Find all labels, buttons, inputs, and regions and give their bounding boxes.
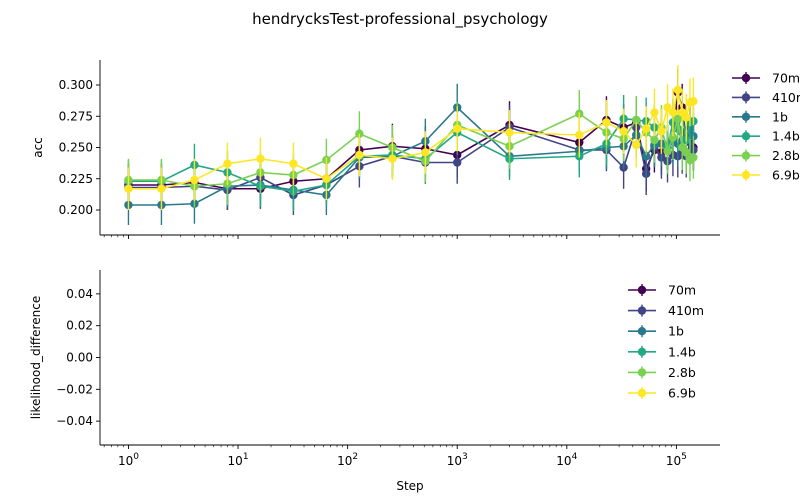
legend-marker (637, 306, 647, 315)
legend-marker (637, 285, 647, 295)
y-tick-label: −0.04 (56, 414, 93, 428)
x-tick-label: 100 (118, 452, 139, 468)
legend-label: 6.9b (668, 386, 696, 401)
data-point (650, 108, 659, 117)
data-point (453, 124, 462, 133)
data-point (505, 128, 514, 137)
legend-label: 70m (772, 71, 800, 86)
data-point (641, 152, 651, 161)
legend-label: 1.4b (772, 129, 800, 144)
data-point (673, 85, 682, 95)
legend-marker (741, 93, 751, 102)
legend-marker (637, 347, 647, 356)
likelihood-difference-panel: −0.04 −0.02 0.00 0.02 0.04 100 101 102 103 104 105… (29, 270, 720, 493)
x-tick-label: 103 (447, 452, 468, 468)
series-6.9b (124, 65, 698, 210)
data-point (619, 127, 628, 136)
data-point (689, 153, 698, 162)
data-point (355, 150, 364, 160)
data-point (632, 115, 641, 125)
y-tick-label: 0.200 (59, 203, 93, 217)
y-tick-label: 0.00 (66, 351, 93, 365)
data-point (641, 124, 651, 133)
series-2.8b (124, 90, 698, 208)
data-point (421, 148, 430, 157)
data-point (632, 140, 641, 150)
data-point (682, 148, 691, 157)
legend-label: 70m (668, 283, 696, 298)
legend-marker (741, 112, 751, 122)
data-point (453, 158, 462, 167)
legend-label: 2.8b (668, 365, 696, 380)
x-tick-label: 105 (666, 452, 687, 468)
legend-marker (637, 368, 647, 377)
data-point (388, 154, 397, 163)
y-tick-label: −0.02 (56, 382, 93, 396)
y-tick-label: 0.300 (59, 78, 93, 92)
data-point (602, 118, 611, 127)
legend-marker (741, 132, 751, 141)
data-point (650, 135, 659, 145)
legend-label: 410m (668, 303, 704, 318)
data-point (668, 133, 678, 142)
legend: 70m 410m 1b 1.4b 2.8b 6.9b (628, 283, 704, 401)
x-tick-label: 102 (337, 452, 358, 468)
data-point (673, 114, 682, 123)
data-point (124, 184, 133, 193)
x-tick-label: 101 (228, 452, 249, 468)
data-point (668, 108, 678, 117)
data-point (223, 159, 232, 168)
data-point (190, 175, 199, 185)
legend: 70m 410m 1b 1.4b 2.8b 6.9b (732, 71, 800, 183)
legend-marker (741, 73, 751, 83)
y-tick-label: 0.04 (66, 287, 93, 301)
x-tick-label: 104 (556, 452, 577, 468)
y-tick-label: 0.275 (59, 109, 93, 123)
x-axis-label: Step (396, 479, 423, 493)
data-point (663, 147, 672, 156)
legend-marker (741, 170, 751, 180)
legend-label: 6.9b (772, 168, 800, 183)
y-axis-label: acc (31, 137, 45, 158)
data-point (663, 103, 672, 112)
data-point (322, 174, 331, 183)
legend-label: 1b (668, 324, 684, 339)
legend-marker (637, 388, 647, 398)
data-point (689, 97, 698, 106)
data-point (289, 159, 298, 168)
legend-marker (637, 327, 647, 336)
y-tick-label: 0.02 (66, 319, 93, 333)
acc-panel: 0.200 0.225 0.250 0.275 0.300 acc 70m 410m 1b 1.4… (31, 60, 800, 239)
data-point (256, 154, 265, 163)
series-1.4b (124, 91, 698, 212)
legend-label: 1b (772, 109, 788, 124)
legend-marker (741, 151, 751, 160)
legend-label: 410m (772, 90, 800, 105)
y-tick-label: 0.250 (59, 141, 93, 155)
data-point (575, 130, 584, 140)
y-tick-label: 0.225 (59, 172, 93, 186)
data-point (657, 127, 666, 136)
figure-title: hendrycksTest-professional_psychology (252, 10, 548, 29)
legend-label: 2.8b (772, 148, 800, 163)
legend-label: 1.4b (668, 344, 696, 359)
data-point (157, 184, 166, 193)
y-axis-label: likelihood_difference (29, 296, 43, 419)
data-point (682, 113, 691, 122)
